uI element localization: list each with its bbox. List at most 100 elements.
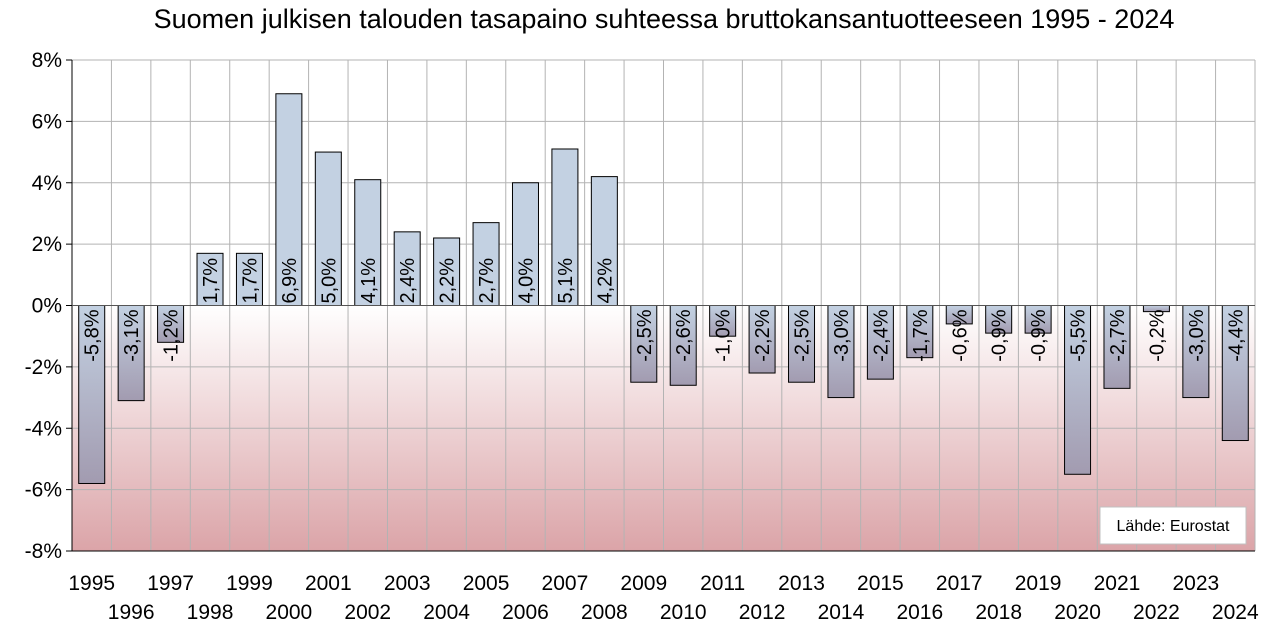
x-tick-label-2002: 2002 — [344, 601, 391, 624]
data-label-2011: -1,0% — [713, 309, 735, 361]
x-tick-label-1995: 1995 — [68, 572, 115, 595]
y-tick-label: 8% — [32, 49, 62, 72]
x-tick-label-2015: 2015 — [857, 572, 904, 595]
data-label-1996: -3,1% — [121, 309, 143, 361]
bar-2005 — [472, 222, 500, 306]
bar-2009 — [630, 305, 658, 383]
data-label-2002: 4,1% — [358, 258, 380, 304]
x-tick-label-2014: 2014 — [818, 601, 865, 624]
data-label-2005: 2,7% — [476, 258, 498, 304]
source-note: Lähde: Eurostat — [1117, 518, 1231, 535]
data-label-2017: -0,6% — [949, 309, 971, 361]
data-label-2022: -0,2% — [1146, 309, 1168, 361]
y-tick-label: -6% — [25, 479, 62, 502]
bar-2016 — [906, 305, 934, 359]
bar-2006 — [511, 182, 539, 306]
x-tick-label-2012: 2012 — [739, 601, 786, 624]
bar-1995 — [78, 305, 106, 484]
data-label-2001: 5,0% — [318, 258, 340, 304]
bar-1998 — [196, 252, 224, 307]
bar-2000 — [275, 93, 303, 306]
data-label-2000: 6,9% — [279, 258, 301, 304]
data-label-2020: -5,5% — [1068, 309, 1090, 361]
data-label-1998: 1,7% — [200, 258, 222, 304]
x-tick-label-2016: 2016 — [896, 601, 943, 624]
x-tick-label-2013: 2013 — [778, 572, 825, 595]
data-label-2009: -2,5% — [634, 309, 656, 361]
x-tick-label-2004: 2004 — [423, 601, 470, 624]
data-label-2012: -2,2% — [752, 309, 774, 361]
data-label-2016: -1,7% — [910, 309, 932, 361]
bar-2023 — [1182, 305, 1210, 399]
data-label-2007: 5,1% — [555, 258, 577, 304]
data-label-2019: -0,9% — [1028, 309, 1050, 361]
x-tick-label-2024: 2024 — [1212, 601, 1259, 624]
x-tick-label-2018: 2018 — [975, 601, 1022, 624]
x-tick-label-2020: 2020 — [1054, 601, 1101, 624]
x-tick-label-2008: 2008 — [581, 601, 628, 624]
x-tick-label-2009: 2009 — [620, 572, 667, 595]
data-label-2008: 4,2% — [594, 258, 616, 304]
y-tick-label: -2% — [25, 356, 62, 379]
data-label-2018: -0,9% — [989, 309, 1011, 361]
data-label-2003: 2,4% — [397, 258, 419, 304]
bar-2018 — [985, 305, 1013, 334]
bar-2002 — [354, 179, 382, 306]
x-tick-label-2022: 2022 — [1133, 601, 1180, 624]
x-tick-label-2011: 2011 — [700, 572, 745, 595]
data-label-2013: -2,5% — [792, 309, 814, 361]
bar-2008 — [590, 176, 618, 306]
bar-1997 — [157, 305, 185, 343]
data-label-2014: -3,0% — [831, 309, 853, 361]
y-tick-label: -4% — [25, 417, 62, 440]
axes — [71, 60, 1255, 552]
data-label-2004: 2,2% — [437, 258, 459, 304]
data-label-2023: -3,0% — [1186, 309, 1208, 361]
data-label-1999: 1,7% — [239, 258, 261, 304]
data-labels: -5,8% -3,1% -1,2% 1,7% 1,7% 6,9% 5,0% 4,1% 2,4% 2… — [82, 258, 1248, 362]
bar-2012 — [748, 305, 776, 374]
bar-2001 — [314, 151, 342, 306]
y-tick-label: 0% — [32, 295, 62, 318]
bar-1999 — [235, 252, 263, 307]
x-tick-label-2021: 2021 — [1094, 572, 1141, 595]
data-label-1995: -5,8% — [82, 309, 104, 361]
chart-title: Suomen julkisen talouden tasapaino suhte… — [154, 4, 1175, 34]
x-tick-label-2019: 2019 — [1015, 572, 1062, 595]
bar-2010 — [669, 305, 697, 386]
y-axis-ticks: 8% 6% 4% 2% 0% -2% -4% -6% -8% — [25, 49, 72, 563]
x-tick-label-2003: 2003 — [384, 572, 431, 595]
y-tick-label: 4% — [32, 172, 62, 195]
x-tick-label-2005: 2005 — [463, 572, 510, 595]
x-tick-label-2006: 2006 — [502, 601, 549, 624]
x-tick-label-2000: 2000 — [266, 601, 313, 624]
x-tick-label-2007: 2007 — [542, 572, 589, 595]
bar-2014 — [827, 305, 855, 399]
bar-2020 — [1064, 305, 1092, 475]
data-label-2015: -2,4% — [870, 309, 892, 361]
data-label-2021: -2,7% — [1107, 309, 1129, 361]
data-label-1997: -1,2% — [161, 309, 183, 361]
bar-2011 — [709, 305, 737, 337]
x-tick-label-1997: 1997 — [147, 572, 194, 595]
y-tick-label: -8% — [25, 540, 62, 563]
y-tick-label: 2% — [32, 233, 62, 256]
x-tick-label-2023: 2023 — [1172, 572, 1219, 595]
x-tick-label-1999: 1999 — [226, 572, 273, 595]
x-tick-label-1998: 1998 — [187, 601, 234, 624]
bars — [78, 93, 1249, 484]
bar-2003 — [393, 231, 421, 307]
source-note-box: Lähde: Eurostat — [1099, 506, 1247, 545]
bar-2004 — [433, 237, 461, 306]
data-label-2006: 4,0% — [515, 258, 537, 304]
x-tick-label-2010: 2010 — [660, 601, 707, 624]
data-label-2024: -4,4% — [1225, 309, 1247, 361]
x-tick-label-1996: 1996 — [108, 601, 155, 624]
y-tick-label: 6% — [32, 110, 62, 133]
x-axis-ticks: 1995 1996 1997 1998 1999 2000 2001 2002 2003 2004… — [68, 572, 1259, 624]
x-tick-label-2001: 2001 — [305, 572, 352, 595]
data-label-2010: -2,6% — [673, 309, 695, 361]
bar-2021 — [1103, 305, 1131, 389]
x-tick-label-2017: 2017 — [936, 572, 983, 595]
